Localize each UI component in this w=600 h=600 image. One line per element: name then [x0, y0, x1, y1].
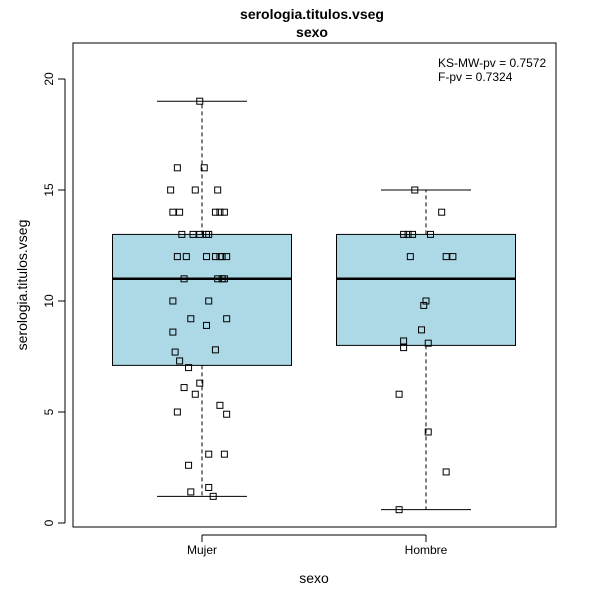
- data-point: [205, 230, 213, 238]
- data-point: [404, 230, 412, 238]
- data-point: [200, 164, 208, 172]
- data-point: [185, 461, 193, 469]
- x-tick-label: Hombre: [405, 543, 448, 557]
- data-point: [182, 253, 190, 261]
- data-point: [442, 468, 450, 476]
- data-point: [216, 401, 224, 409]
- box-hombre: [336, 233, 516, 346]
- data-point: [211, 346, 219, 354]
- points-layer: [167, 97, 457, 514]
- data-point: [422, 297, 430, 305]
- data-point: [180, 384, 188, 392]
- data-point: [426, 230, 434, 238]
- data-point: [449, 253, 457, 261]
- data-point: [214, 275, 222, 283]
- annotation-f: F-pv = 0.7324: [438, 70, 513, 84]
- data-point: [205, 450, 213, 458]
- data-point: [220, 275, 228, 283]
- data-point: [180, 275, 188, 283]
- data-point: [205, 483, 213, 491]
- data-point: [395, 506, 403, 514]
- box-mujer: [112, 233, 292, 366]
- y-tick-label: 15: [42, 183, 56, 197]
- data-point: [191, 390, 199, 398]
- data-point: [220, 208, 228, 216]
- data-point: [202, 253, 210, 261]
- boxes-layer: [112, 100, 516, 511]
- data-point: [169, 208, 177, 216]
- data-point: [202, 321, 210, 329]
- data-point: [196, 230, 204, 238]
- x-axis: Mujer Hombre: [187, 534, 448, 557]
- data-point: [400, 337, 408, 345]
- data-point: [205, 297, 213, 305]
- y-tick-label: 0: [42, 519, 56, 526]
- data-point: [424, 339, 432, 347]
- data-point: [214, 186, 222, 194]
- data-point: [223, 315, 231, 323]
- y-axis-label: serologia.titulos.vseg: [14, 220, 30, 351]
- data-point: [189, 230, 197, 238]
- data-point: [400, 344, 408, 352]
- y-tick-label: 20: [42, 72, 56, 86]
- data-point: [418, 326, 426, 334]
- data-point: [400, 230, 408, 238]
- data-point: [196, 97, 204, 105]
- data-point: [185, 364, 193, 372]
- data-point: [173, 164, 181, 172]
- data-point: [178, 230, 186, 238]
- data-point: [420, 301, 428, 309]
- data-point: [406, 253, 414, 261]
- annotation-ks-mw: KS-MW-pv = 0.7572: [438, 56, 546, 70]
- data-point: [395, 390, 403, 398]
- data-point: [216, 208, 224, 216]
- data-point: [211, 208, 219, 216]
- data-point: [209, 492, 217, 500]
- x-axis-label: sexo: [299, 570, 329, 586]
- data-point: [223, 253, 231, 261]
- data-point: [196, 379, 204, 387]
- y-axis: 0 5 10 15 20: [42, 72, 66, 526]
- y-tick-label: 10: [42, 294, 56, 308]
- data-point: [191, 186, 199, 194]
- data-point: [438, 208, 446, 216]
- data-point: [187, 315, 195, 323]
- data-point: [167, 186, 175, 194]
- data-point: [169, 328, 177, 336]
- data-point: [169, 297, 177, 305]
- x-tick-label: Mujer: [187, 543, 217, 557]
- data-point: [171, 348, 179, 356]
- data-point: [211, 253, 219, 261]
- chart-subtitle: sexo: [296, 24, 328, 40]
- data-point: [424, 428, 432, 436]
- y-tick-label: 5: [42, 408, 56, 415]
- data-point: [220, 450, 228, 458]
- data-point: [187, 488, 195, 496]
- data-point: [218, 253, 226, 261]
- plot-frame: [72, 42, 557, 528]
- data-point: [176, 208, 184, 216]
- data-point: [173, 408, 181, 416]
- data-point: [173, 253, 181, 261]
- data-point: [409, 230, 417, 238]
- data-point: [442, 253, 450, 261]
- data-point: [223, 410, 231, 418]
- chart-title: serologia.titulos.vseg: [240, 6, 384, 22]
- data-point: [176, 357, 184, 365]
- data-point: [411, 186, 419, 194]
